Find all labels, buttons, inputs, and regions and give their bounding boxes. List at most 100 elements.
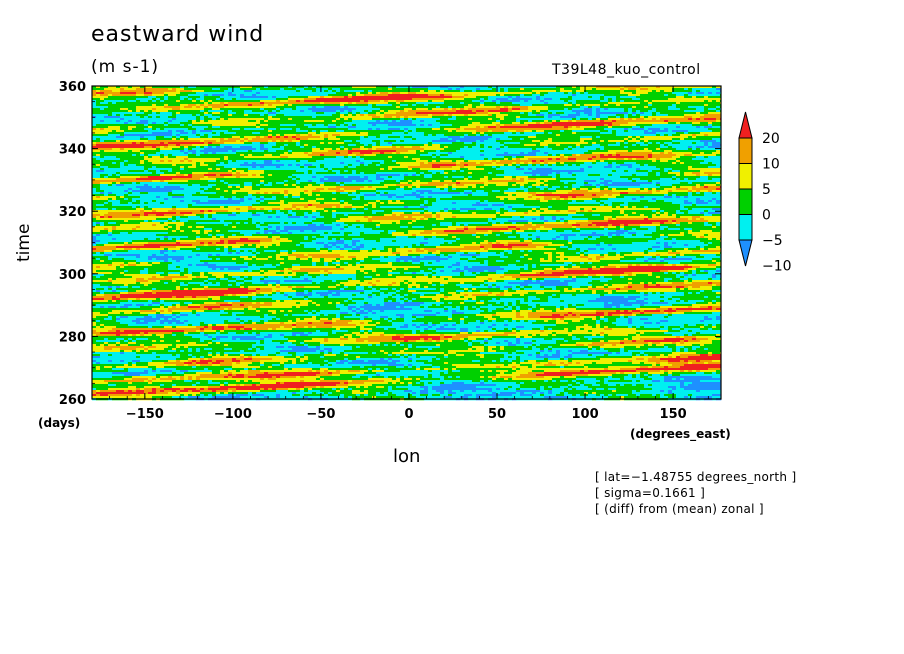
field-cell: [352, 152, 361, 155]
field-cell: [456, 252, 465, 255]
field-cell: [236, 226, 257, 229]
field-cell: [276, 166, 281, 169]
field-cell: [220, 116, 269, 119]
field-cell: [312, 150, 329, 153]
field-cell: [648, 92, 673, 95]
field-cell: [692, 218, 697, 221]
field-cell: [532, 112, 541, 115]
field-cell: [324, 222, 333, 225]
field-cell: [180, 216, 189, 219]
field-cell: [324, 188, 329, 191]
field-cell: [648, 250, 657, 253]
field-cell: [676, 186, 681, 189]
field-cell: [324, 106, 341, 109]
field-cell: [596, 248, 601, 251]
field-cell: [684, 154, 693, 157]
field-cell: [564, 164, 569, 167]
field-cell: [296, 208, 301, 211]
field-cell: [308, 130, 313, 133]
field-cell: [652, 104, 673, 107]
field-cell: [380, 116, 385, 119]
field-cell: [648, 170, 653, 173]
field-cell: [648, 258, 657, 261]
field-cell: [408, 186, 413, 189]
field-cell: [708, 270, 717, 273]
field-cell: [272, 240, 293, 243]
field-cell: [144, 110, 149, 113]
field-cell: [380, 200, 389, 203]
field-cell: [280, 264, 293, 267]
field-cell: [672, 170, 681, 173]
field-cell: [628, 166, 633, 169]
field-cell: [108, 232, 113, 235]
field-cell: [488, 96, 509, 99]
field-cell: [716, 268, 722, 271]
field-cell: [708, 112, 722, 115]
field-cell: [240, 86, 253, 89]
field-cell: [604, 256, 625, 259]
field-cell: [628, 188, 641, 191]
field-cell: [400, 214, 433, 217]
field-cell: [356, 114, 361, 117]
field-cell: [212, 228, 261, 231]
field-cell: [616, 114, 625, 117]
field-cell: [124, 136, 141, 139]
field-cell: [296, 206, 305, 209]
field-cell: [452, 116, 457, 119]
field-cell: [352, 156, 357, 159]
field-cell: [244, 154, 249, 157]
field-cell: [704, 248, 709, 251]
field-cell: [664, 196, 673, 199]
field-cell: [96, 224, 101, 227]
field-cell: [472, 242, 477, 245]
field-cell: [472, 190, 477, 193]
field-cell: [240, 222, 245, 225]
field-cell: [584, 250, 589, 253]
field-cell: [124, 196, 141, 199]
field-cell: [604, 166, 613, 169]
field-cell: [472, 234, 477, 237]
field-cell: [548, 186, 553, 189]
field-cell: [264, 144, 277, 147]
field-cell: [612, 98, 617, 101]
field-cell: [288, 256, 297, 259]
field-cell: [252, 194, 285, 197]
field-cell: [104, 150, 129, 153]
field-cell: [208, 120, 249, 123]
field-cell: [576, 104, 581, 107]
field-cell: [236, 252, 241, 255]
field-cell: [172, 112, 177, 115]
field-cell: [468, 134, 477, 137]
field-cell: [584, 146, 605, 149]
field-cell: [396, 140, 401, 143]
field-cell: [660, 226, 669, 229]
field-cell: [700, 174, 709, 177]
field-cell: [392, 212, 405, 215]
field-cell: [676, 242, 705, 245]
field-cell: [148, 214, 157, 217]
field-cell: [104, 260, 137, 263]
field-cell: [460, 250, 489, 253]
field-cell: [256, 200, 261, 203]
field-cell: [300, 128, 349, 131]
field-cell: [336, 210, 373, 213]
field-cell: [204, 108, 213, 111]
field-cell: [716, 150, 721, 153]
field-cell: [496, 106, 501, 109]
field-cell: [108, 194, 117, 197]
field-cell: [700, 198, 713, 201]
field-cell: [168, 130, 173, 133]
field-cell: [440, 126, 461, 129]
field-cell: [260, 174, 269, 177]
field-cell: [472, 176, 485, 179]
field-cell: [352, 240, 361, 243]
field-cell: [376, 188, 397, 191]
field-cell: [248, 140, 269, 143]
field-cell: [396, 112, 417, 115]
field-cell: [300, 192, 305, 195]
field-cell: [652, 150, 665, 153]
field-cell: [120, 92, 137, 95]
field-cell: [232, 160, 237, 163]
field-cell: [280, 210, 289, 213]
field-cell: [516, 96, 521, 99]
